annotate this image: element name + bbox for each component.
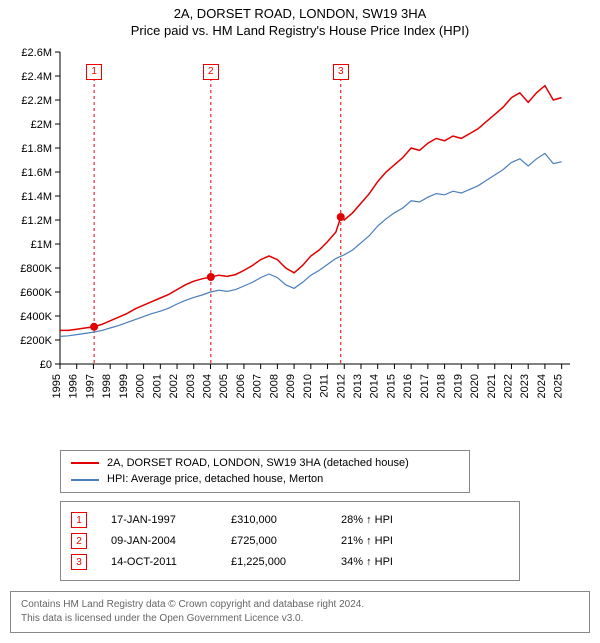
svg-text:2001: 2001 xyxy=(151,374,163,398)
svg-text:£0: £0 xyxy=(40,359,52,371)
legend-swatch xyxy=(71,479,99,481)
event-date: 14-OCT-2011 xyxy=(111,552,231,573)
svg-text:2022: 2022 xyxy=(502,374,514,398)
svg-text:2014: 2014 xyxy=(369,374,381,398)
event-marker-2: 2 xyxy=(203,64,219,80)
legend-item: HPI: Average price, detached house, Mert… xyxy=(71,471,459,488)
svg-text:2012: 2012 xyxy=(335,374,347,398)
svg-text:2019: 2019 xyxy=(452,374,464,398)
svg-text:2004: 2004 xyxy=(201,374,213,398)
event-number-badge: 1 xyxy=(71,512,87,528)
svg-text:2021: 2021 xyxy=(486,374,498,398)
svg-text:2023: 2023 xyxy=(519,374,531,398)
event-pct-vs-hpi: 34% ↑ HPI xyxy=(341,552,393,573)
svg-text:2008: 2008 xyxy=(268,374,280,398)
event-price: £725,000 xyxy=(231,531,341,552)
attribution-footer: Contains HM Land Registry data © Crown c… xyxy=(10,591,590,633)
svg-text:£1.4M: £1.4M xyxy=(21,191,52,203)
svg-text:2010: 2010 xyxy=(302,374,314,398)
svg-text:2005: 2005 xyxy=(218,374,230,398)
chart-title-line2: Price paid vs. HM Land Registry's House … xyxy=(10,23,590,40)
svg-text:£2.2M: £2.2M xyxy=(21,95,52,107)
event-row: 3 14-OCT-2011£1,225,00034% ↑ HPI xyxy=(71,552,509,573)
svg-text:2025: 2025 xyxy=(553,374,565,398)
event-pct-vs-hpi: 28% ↑ HPI xyxy=(341,510,393,531)
svg-text:2024: 2024 xyxy=(536,374,548,398)
svg-text:£200K: £200K xyxy=(20,335,52,347)
legend-item: 2A, DORSET ROAD, LONDON, SW19 3HA (detac… xyxy=(71,455,459,472)
events-table: 1 17-JAN-1997£310,00028% ↑ HPI 2 09-JAN-200… xyxy=(60,501,520,582)
legend: 2A, DORSET ROAD, LONDON, SW19 3HA (detac… xyxy=(60,450,470,493)
svg-text:1998: 1998 xyxy=(101,374,113,398)
svg-text:2015: 2015 xyxy=(385,374,397,398)
svg-text:2002: 2002 xyxy=(168,374,180,398)
svg-text:2009: 2009 xyxy=(285,374,297,398)
line-chart-svg: £0 £200K £400K £600K £800K £1M £1.2M £1.4M £1.6M… xyxy=(10,44,590,444)
svg-text:1995: 1995 xyxy=(51,374,63,398)
legend-label: 2A, DORSET ROAD, LONDON, SW19 3HA (detac… xyxy=(107,455,409,472)
svg-text:£600K: £600K xyxy=(20,287,52,299)
event-row: 2 09-JAN-2004£725,00021% ↑ HPI xyxy=(71,531,509,552)
svg-text:2000: 2000 xyxy=(135,374,147,398)
svg-text:1997: 1997 xyxy=(84,374,96,398)
legend-swatch xyxy=(71,462,99,464)
event-date: 17-JAN-1997 xyxy=(111,510,231,531)
svg-text:£400K: £400K xyxy=(20,311,52,323)
event-number-badge: 2 xyxy=(71,533,87,549)
svg-text:1999: 1999 xyxy=(118,374,130,398)
event-marker-3: 3 xyxy=(333,64,349,80)
footer-line1: Contains HM Land Registry data © Crown c… xyxy=(21,598,579,612)
event-price: £310,000 xyxy=(231,510,341,531)
svg-text:2007: 2007 xyxy=(252,374,264,398)
chart-area: £0 £200K £400K £600K £800K £1M £1.2M £1.4M £1.6M… xyxy=(10,44,590,444)
svg-text:2006: 2006 xyxy=(235,374,247,398)
svg-text:1996: 1996 xyxy=(68,374,80,398)
svg-text:2003: 2003 xyxy=(185,374,197,398)
svg-text:£1.8M: £1.8M xyxy=(21,143,52,155)
event-date: 09-JAN-2004 xyxy=(111,531,231,552)
event-row: 1 17-JAN-1997£310,00028% ↑ HPI xyxy=(71,510,509,531)
svg-text:£1.2M: £1.2M xyxy=(21,215,52,227)
svg-text:£800K: £800K xyxy=(20,263,52,275)
svg-text:£1M: £1M xyxy=(31,239,52,251)
svg-text:2017: 2017 xyxy=(419,374,431,398)
svg-text:2011: 2011 xyxy=(319,374,331,398)
svg-text:2018: 2018 xyxy=(436,374,448,398)
footer-line2: This data is licensed under the Open Gov… xyxy=(21,612,579,626)
event-pct-vs-hpi: 21% ↑ HPI xyxy=(341,531,393,552)
event-number-badge: 3 xyxy=(71,554,87,570)
svg-text:£2.6M: £2.6M xyxy=(21,47,52,59)
svg-text:2016: 2016 xyxy=(402,374,414,398)
event-marker-1: 1 xyxy=(86,64,102,80)
svg-text:2013: 2013 xyxy=(352,374,364,398)
svg-text:£2M: £2M xyxy=(31,119,52,131)
svg-text:2020: 2020 xyxy=(469,374,481,398)
svg-text:£1.6M: £1.6M xyxy=(21,167,52,179)
svg-text:£2.4M: £2.4M xyxy=(21,71,52,83)
chart-title-line1: 2A, DORSET ROAD, LONDON, SW19 3HA xyxy=(10,6,590,23)
event-price: £1,225,000 xyxy=(231,552,341,573)
legend-label: HPI: Average price, detached house, Mert… xyxy=(107,471,323,488)
